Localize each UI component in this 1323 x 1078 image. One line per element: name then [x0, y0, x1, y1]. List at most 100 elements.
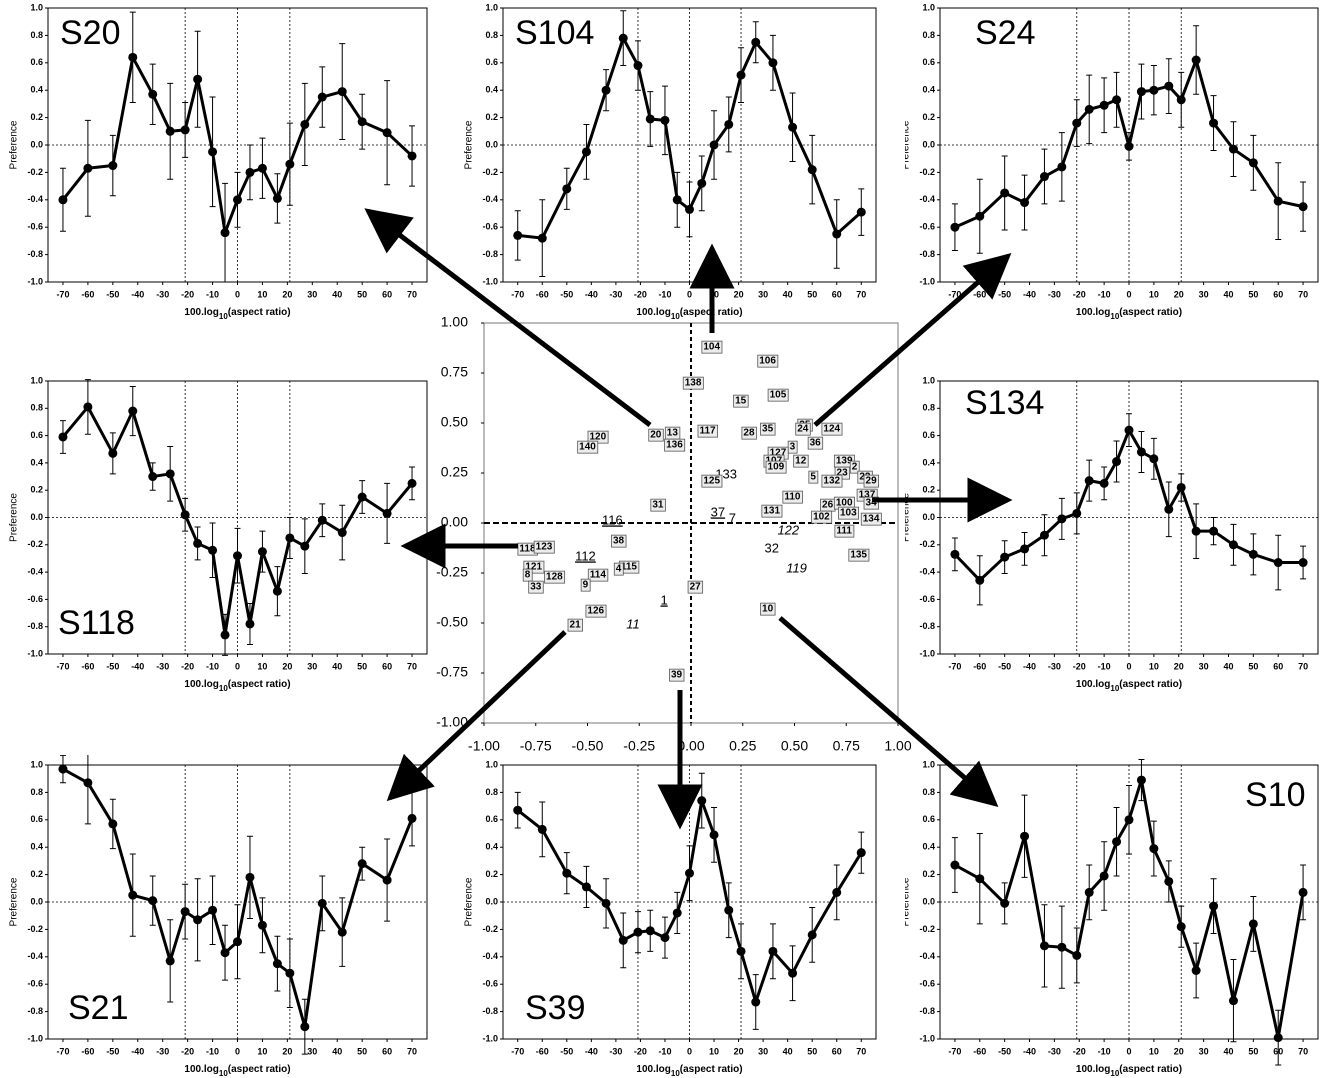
data-point	[1000, 188, 1010, 198]
data-point	[751, 37, 761, 47]
data-point	[382, 875, 392, 885]
y-tick-label: -0.4	[27, 951, 43, 961]
y-tick-label: 0.8	[30, 403, 43, 413]
data-point	[1136, 775, 1146, 785]
point-label: 140	[579, 442, 596, 453]
point-label: 100	[836, 498, 853, 509]
x-tick-label: 0.75	[833, 738, 860, 754]
point-label: 12	[795, 456, 807, 467]
data-point	[618, 33, 628, 43]
data-point	[300, 119, 310, 129]
point-label: 26	[822, 500, 834, 511]
point-label: 11	[626, 616, 640, 631]
data-point	[562, 184, 572, 194]
x-tick-label: -20	[1073, 1046, 1086, 1056]
data-point	[272, 959, 282, 969]
point-box	[765, 460, 787, 474]
x-tick-label: 10	[257, 661, 267, 671]
data-point	[1191, 966, 1201, 975]
y-tick-label: -0.4	[919, 566, 935, 576]
y-tick-label: -0.50	[436, 614, 468, 630]
y-tick-label: -1.0	[919, 648, 935, 658]
x-axis-label-part: 100.log	[1076, 1064, 1110, 1075]
y-tick-label: 0.8	[922, 787, 935, 797]
x-tick-label: -30	[156, 1046, 169, 1056]
point-label: 134	[863, 514, 880, 525]
point-label: 124	[823, 424, 840, 435]
data-point	[736, 70, 746, 80]
x-tick-label: 20	[1174, 661, 1184, 671]
data-point	[1149, 844, 1159, 854]
data-point	[788, 122, 798, 132]
data-point	[660, 115, 670, 125]
point-box	[701, 340, 723, 354]
y-tick-label: -0.6	[482, 222, 498, 232]
y-tick-label: -0.8	[482, 1006, 498, 1016]
y-tick-label: 1.0	[922, 2, 935, 12]
x-tick-label: 70	[407, 1046, 417, 1056]
x-tick-label: 0.50	[781, 738, 808, 754]
x-tick-label: -70	[511, 1046, 524, 1056]
data-point	[257, 547, 267, 557]
x-tick-label: 50	[1248, 289, 1258, 299]
x-tick-label: -20	[634, 289, 647, 299]
x-tick-label: 70	[1298, 289, 1308, 299]
panel-title: S24	[975, 14, 1036, 52]
data-point	[257, 163, 267, 173]
y-axis-label: Preference	[901, 877, 912, 926]
data-point	[300, 541, 310, 551]
data-point	[856, 207, 866, 217]
data-point	[208, 147, 218, 157]
data-point	[1057, 514, 1067, 524]
x-tick-label: 0	[235, 289, 240, 299]
arrows	[364, 208, 1013, 830]
y-tick-label: -1.0	[27, 648, 43, 658]
y-tick-label: 0.2	[485, 112, 498, 122]
point-label: 32	[764, 540, 778, 555]
y-tick-label: 0.8	[922, 30, 935, 40]
y-tick-label: 0.4	[30, 457, 43, 467]
y-tick-label: -0.6	[27, 594, 43, 604]
data-point	[1248, 549, 1258, 559]
point-box	[795, 422, 811, 436]
data-point	[768, 946, 778, 956]
y-tick-label: -0.2	[482, 924, 498, 934]
point-label: 34	[866, 498, 878, 509]
data-point	[300, 1022, 310, 1032]
data-point	[1084, 104, 1094, 114]
y-tick-label: -0.75	[436, 664, 468, 680]
data-point	[1164, 81, 1174, 91]
point-label: 3	[790, 442, 796, 453]
point-label: 9	[583, 580, 589, 591]
point-box	[544, 570, 566, 584]
y-tick-label: 0.50	[441, 414, 468, 430]
x-tick-label: 60	[382, 661, 392, 671]
x-tick-label: -20	[181, 1046, 194, 1056]
data-point	[1057, 162, 1067, 172]
x-axis-label: 100.log10(aspect ratio)	[184, 679, 290, 693]
x-tick-label: 40	[783, 1046, 793, 1056]
data-point	[1124, 815, 1134, 825]
point-label: 33	[530, 582, 542, 593]
y-axis-label: Preference	[901, 120, 912, 169]
x-tick-label: -70	[948, 1046, 961, 1056]
x-axis-label-part: 10	[671, 1069, 680, 1078]
x-tick-label: -20	[1073, 661, 1086, 671]
data-point	[317, 898, 327, 908]
point-box	[611, 534, 627, 548]
data-point	[148, 472, 158, 482]
point-box	[585, 604, 607, 618]
point-label: 119	[786, 560, 807, 575]
x-tick-label: -1.00	[468, 738, 500, 754]
data-point	[165, 956, 175, 966]
x-tick-label: 50	[1248, 1046, 1258, 1056]
x-tick-label: 0	[1126, 1046, 1131, 1056]
point-label: 4	[616, 564, 622, 575]
point-label: 123	[536, 542, 553, 553]
x-tick-label: 50	[807, 289, 817, 299]
data-point	[697, 796, 707, 806]
x-tick-label: -70	[948, 661, 961, 671]
